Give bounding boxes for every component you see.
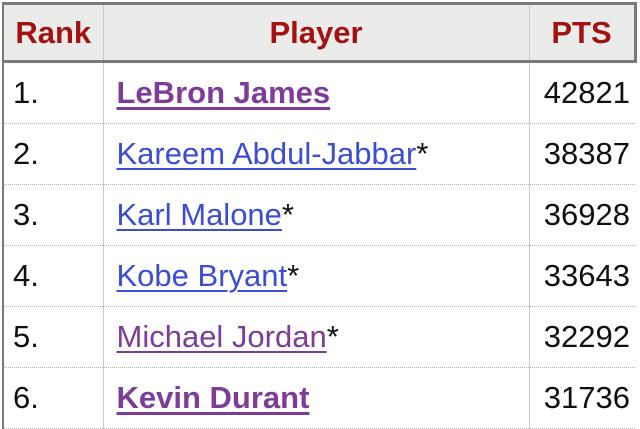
hof-marker: * <box>416 136 429 171</box>
hof-marker: * <box>287 258 300 293</box>
pts-cell: 42821 <box>529 61 635 124</box>
header-row: Rank Player PTS <box>3 3 637 63</box>
player-link[interactable]: Kevin Durant <box>116 380 310 415</box>
pts-cell: 38387 <box>529 123 635 185</box>
player-cell: LeBron James <box>102 61 530 124</box>
hof-marker: * <box>326 319 339 354</box>
player-cell: Kevin Durant <box>102 367 530 429</box>
pts-cell: 32292 <box>529 306 635 368</box>
rank-cell: 3. <box>3 184 103 246</box>
table-row: 2. Kareem Abdul-Jabbar* 38387 <box>3 123 635 185</box>
rank-cell: 6. <box>3 367 103 429</box>
rank-cell: 2. <box>3 123 103 185</box>
pts-cell: 36928 <box>529 184 635 246</box>
hof-marker: * <box>281 197 294 232</box>
table-row: 6. Kevin Durant 31736 <box>3 367 635 429</box>
table-row: 5. Michael Jordan* 32292 <box>3 306 635 368</box>
table-row: 4. Kobe Bryant* 33643 <box>3 245 635 307</box>
table-row: 1. LeBron James 42821 <box>3 61 635 124</box>
player-cell: Kobe Bryant* <box>102 245 530 307</box>
player-link[interactable]: Michael Jordan <box>116 319 327 354</box>
column-header-pts[interactable]: PTS <box>529 3 637 63</box>
pts-cell: 31736 <box>529 367 635 429</box>
table-row: 3. Karl Malone* 36928 <box>3 184 635 246</box>
player-link[interactable]: Kobe Bryant <box>116 258 288 293</box>
rank-cell: 4. <box>3 245 103 307</box>
player-link[interactable]: Kareem Abdul-Jabbar <box>116 136 417 171</box>
player-link[interactable]: Karl Malone <box>116 197 282 232</box>
pts-cell: 33643 <box>529 245 635 307</box>
player-cell: Kareem Abdul-Jabbar* <box>102 123 530 185</box>
rank-cell: 1. <box>3 61 103 124</box>
player-cell: Michael Jordan* <box>102 306 530 368</box>
rank-cell: 5. <box>3 306 103 368</box>
column-header-player[interactable]: Player <box>102 3 530 63</box>
column-header-rank[interactable]: Rank <box>3 3 103 63</box>
player-link[interactable]: LeBron James <box>116 75 331 110</box>
player-cell: Karl Malone* <box>102 184 530 246</box>
